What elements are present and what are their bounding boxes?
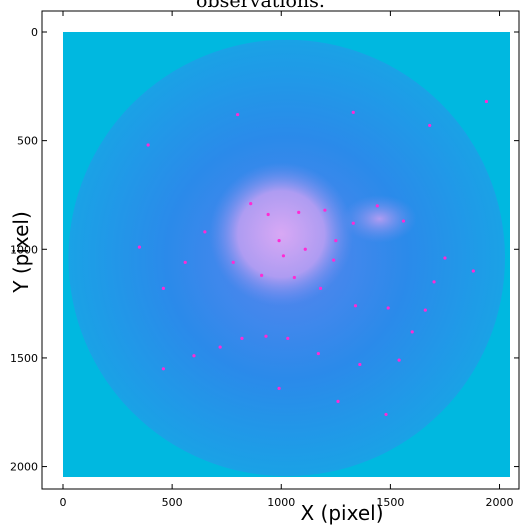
x-axis-label: X (pixel) [301, 501, 384, 525]
hot-pixel [260, 273, 264, 277]
hot-pixel [401, 219, 406, 223]
hot-pixel [183, 260, 187, 264]
hot-pixel [218, 345, 222, 349]
hot-pixel [358, 362, 362, 367]
x-tick-label: 1000 [267, 496, 295, 509]
y-axis-label: Y (pixel) [9, 211, 33, 294]
hot-pixel [334, 238, 338, 243]
hot-pixel [353, 304, 358, 308]
y-tick-label: 0 [31, 26, 38, 39]
hot-pixel [303, 247, 307, 251]
x-tick-label: 500 [162, 496, 183, 509]
hot-pixel [471, 269, 475, 273]
hot-pixel [297, 210, 301, 214]
hot-pixel [249, 202, 253, 206]
y-tick-label: 2000 [10, 461, 38, 474]
hot-pixel [240, 336, 244, 340]
hot-pixel [286, 336, 290, 340]
hot-pixel [351, 221, 355, 225]
y-tick-label: 1000 [10, 243, 38, 256]
hot-pixel [336, 399, 340, 403]
hot-pixel [192, 354, 196, 358]
x-tick-label: 2000 [486, 496, 514, 509]
hot-pixel [161, 367, 166, 371]
hot-pixel [316, 351, 320, 356]
hot-pixel [161, 286, 166, 290]
hot-pixel [146, 143, 150, 147]
hot-pixel [231, 260, 235, 264]
hot-pixel [318, 286, 323, 290]
axes-frame [41, 10, 520, 490]
hot-pixel [292, 275, 296, 280]
hot-pixel [137, 245, 141, 249]
image-secondary-region [342, 194, 417, 243]
hot-pixel [397, 358, 401, 362]
hot-pixel [484, 99, 489, 104]
hot-pixel [384, 412, 388, 417]
x-tick-label: 0 [60, 496, 67, 509]
hot-pixel [351, 110, 355, 114]
hot-pixel [266, 212, 270, 217]
hot-pixel [236, 112, 240, 117]
y-tick-label: 1500 [10, 352, 38, 365]
hot-pixel [203, 230, 207, 234]
hot-pixel [281, 254, 286, 258]
x-tick-label: 1500 [376, 496, 404, 509]
hot-pixel [423, 308, 427, 312]
hot-pixel [277, 386, 281, 390]
hot-pixel [410, 330, 414, 334]
hot-pixel [264, 334, 268, 338]
hot-pixel [428, 123, 432, 128]
hot-pixel [375, 204, 379, 208]
hot-pixel [386, 306, 390, 310]
y-tick-label: 500 [17, 135, 38, 148]
hot-pixel [323, 208, 327, 212]
hot-pixel [432, 280, 436, 284]
chart-title-fragment: observations. [196, 0, 325, 12]
image-bright-core [209, 162, 354, 306]
hot-pixel [277, 238, 281, 243]
y-axis: 0 500 1000 1500 2000 [10, 26, 519, 474]
x-axis: 0 500 1000 1500 2000 [60, 11, 514, 509]
hot-pixel-layer [137, 99, 489, 417]
hot-pixel [443, 256, 447, 260]
hot-pixel [332, 258, 336, 262]
